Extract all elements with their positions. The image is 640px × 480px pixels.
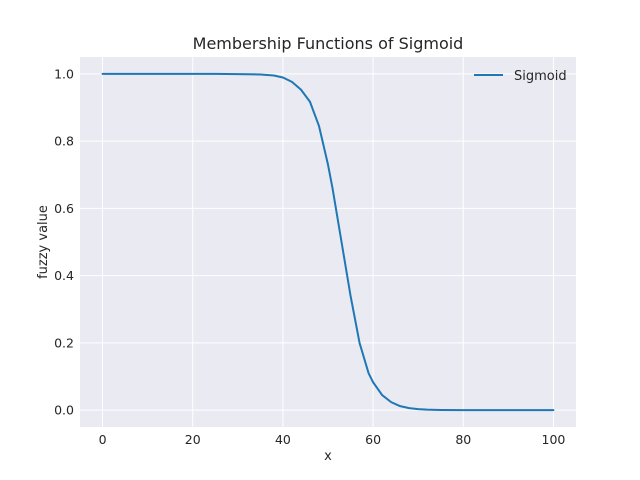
x-axis-ticks: 0 20 40 60 80 100 — [99, 432, 566, 447]
x-tick-label: 20 — [185, 432, 201, 447]
x-axis-label: x — [324, 449, 332, 464]
chart-title: Membership Functions of Sigmoid — [193, 34, 464, 53]
y-tick-label: 0.8 — [54, 134, 74, 149]
y-tick-label: 0.2 — [54, 335, 74, 350]
series-layer — [101, 72, 555, 412]
y-tick-label: 0.4 — [54, 268, 74, 283]
x-tick-label: 100 — [542, 432, 566, 447]
y-tick-label: 0.0 — [54, 403, 74, 418]
y-axis-ticks: 0.0 0.2 0.4 0.6 0.8 1.0 — [54, 66, 74, 417]
plot-background — [80, 57, 576, 427]
series-line-sigmoid — [101, 72, 555, 412]
y-axis-label: fuzzy value — [36, 205, 51, 279]
x-tick-label: 40 — [275, 432, 291, 447]
y-tick-label: 1.0 — [54, 66, 74, 81]
legend-label-sigmoid: Sigmoid — [514, 69, 567, 84]
x-tick-label: 0 — [99, 432, 107, 447]
legend: Sigmoid — [474, 69, 567, 84]
x-tick-label: 60 — [365, 432, 381, 447]
y-tick-label: 0.6 — [54, 201, 74, 216]
x-tick-label: 80 — [455, 432, 471, 447]
